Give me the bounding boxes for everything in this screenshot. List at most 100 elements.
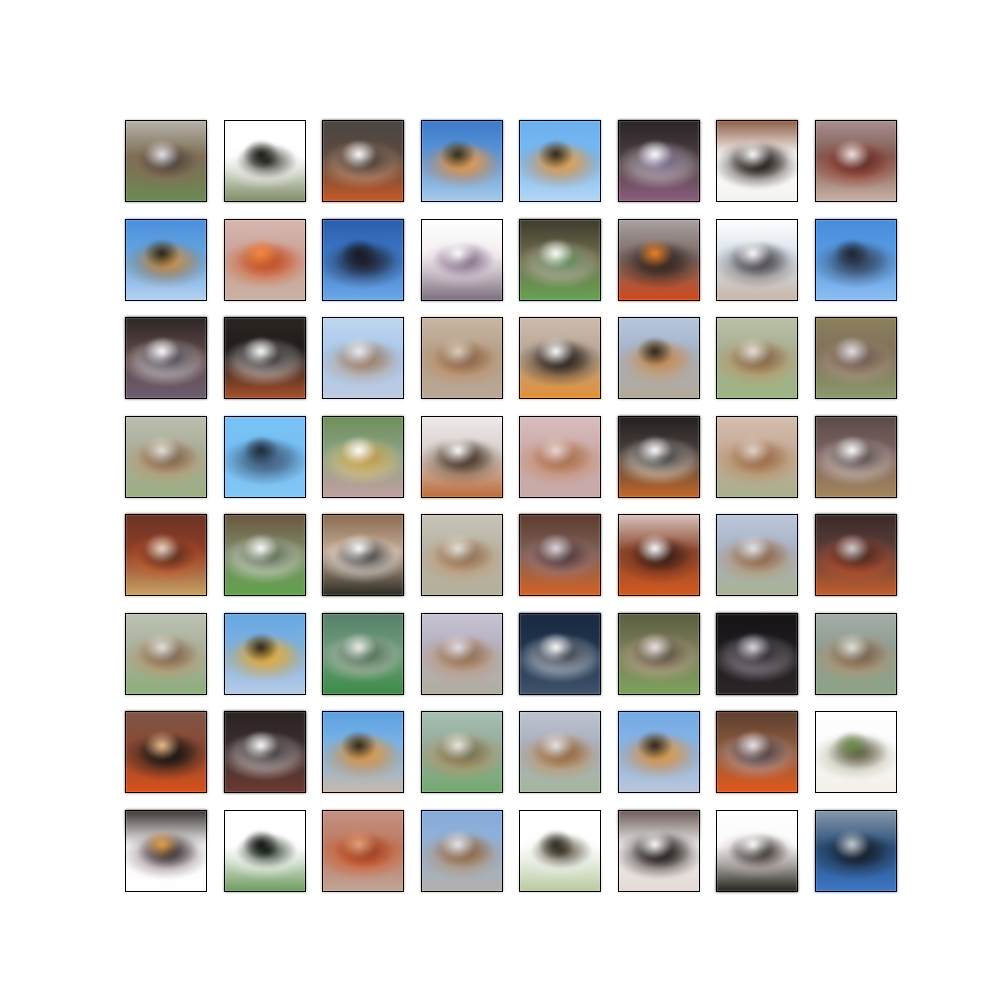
sample-image xyxy=(519,514,601,596)
sample-image xyxy=(421,711,503,793)
sample-image xyxy=(519,810,601,892)
sample-thumbnail-r3-c2 xyxy=(224,317,306,399)
sample-thumbnail-r4-c8 xyxy=(815,416,897,498)
sample-image xyxy=(716,219,798,301)
sample-thumbnail-r5-c7 xyxy=(716,514,798,596)
sample-image xyxy=(716,613,798,695)
sample-image xyxy=(716,514,798,596)
sample-thumbnail-r7-c3 xyxy=(322,711,404,793)
sample-thumbnail-r4-c7 xyxy=(716,416,798,498)
sample-thumbnail-r5-c5 xyxy=(519,514,601,596)
sample-thumbnail-r4-c6 xyxy=(618,416,700,498)
sample-image xyxy=(125,810,207,892)
sample-thumbnail-r8-c8 xyxy=(815,810,897,892)
sample-thumbnail-r3-c3 xyxy=(322,317,404,399)
sample-thumbnail-r8-c4 xyxy=(421,810,503,892)
sample-image xyxy=(322,120,404,202)
sample-image xyxy=(322,810,404,892)
sample-thumbnail-r6-c6 xyxy=(618,613,700,695)
sample-image xyxy=(421,514,503,596)
sample-image xyxy=(322,613,404,695)
sample-image xyxy=(125,416,207,498)
sample-thumbnail-r3-c7 xyxy=(716,317,798,399)
sample-image xyxy=(322,711,404,793)
sample-thumbnail-r6-c8 xyxy=(815,613,897,695)
sample-image xyxy=(224,120,306,202)
sample-image xyxy=(618,120,700,202)
sample-thumbnail-r3-c6 xyxy=(618,317,700,399)
sample-thumbnail-r6-c1 xyxy=(125,613,207,695)
sample-image xyxy=(815,514,897,596)
sample-image xyxy=(421,810,503,892)
sample-thumbnail-r5-c1 xyxy=(125,514,207,596)
sample-thumbnail-r8-c7 xyxy=(716,810,798,892)
sample-thumbnail-r4-c4 xyxy=(421,416,503,498)
sample-thumbnail-r5-c6 xyxy=(618,514,700,596)
sample-image xyxy=(224,711,306,793)
sample-thumbnail-r4-c5 xyxy=(519,416,601,498)
sample-thumbnail-r6-c5 xyxy=(519,613,601,695)
sample-image xyxy=(815,416,897,498)
sample-thumbnail-r1-c5 xyxy=(519,120,601,202)
sample-image xyxy=(125,120,207,202)
sample-image xyxy=(618,810,700,892)
sample-thumbnail-r5-c8 xyxy=(815,514,897,596)
sample-image xyxy=(519,219,601,301)
sample-thumbnail-r7-c4 xyxy=(421,711,503,793)
sample-image xyxy=(815,711,897,793)
sample-image xyxy=(519,120,601,202)
sample-image xyxy=(519,317,601,399)
sample-image xyxy=(224,613,306,695)
sample-thumbnail-r4-c1 xyxy=(125,416,207,498)
sample-thumbnail-r1-c6 xyxy=(618,120,700,202)
sample-image xyxy=(618,219,700,301)
sample-image xyxy=(519,613,601,695)
sample-thumbnail-r6-c4 xyxy=(421,613,503,695)
sample-thumbnail-r1-c1 xyxy=(125,120,207,202)
sample-image xyxy=(618,711,700,793)
sample-thumbnail-r3-c5 xyxy=(519,317,601,399)
sample-image xyxy=(815,219,897,301)
sample-thumbnail-r4-c2 xyxy=(224,416,306,498)
sample-thumbnail-r7-c5 xyxy=(519,711,601,793)
sample-image xyxy=(618,514,700,596)
sample-thumbnail-r5-c3 xyxy=(322,514,404,596)
sample-thumbnail-r2-c6 xyxy=(618,219,700,301)
sample-thumbnail-r1-c4 xyxy=(421,120,503,202)
sample-image xyxy=(224,514,306,596)
sample-image xyxy=(618,317,700,399)
sample-image xyxy=(224,317,306,399)
sample-image xyxy=(815,810,897,892)
sample-image xyxy=(421,416,503,498)
sample-image xyxy=(125,711,207,793)
sample-thumbnail-r7-c7 xyxy=(716,711,798,793)
sample-image xyxy=(519,711,601,793)
sample-image xyxy=(322,416,404,498)
sample-image xyxy=(618,416,700,498)
sample-image xyxy=(125,317,207,399)
sample-thumbnail-r7-c8 xyxy=(815,711,897,793)
sample-thumbnail-r5-c2 xyxy=(224,514,306,596)
sample-image xyxy=(421,120,503,202)
sample-image xyxy=(618,613,700,695)
sample-thumbnail-r2-c7 xyxy=(716,219,798,301)
sample-image xyxy=(322,219,404,301)
sample-thumbnail-r7-c6 xyxy=(618,711,700,793)
sample-image xyxy=(815,120,897,202)
sample-thumbnail-r3-c4 xyxy=(421,317,503,399)
sample-image xyxy=(224,416,306,498)
sample-thumbnail-r1-c7 xyxy=(716,120,798,202)
sample-thumbnail-r6-c7 xyxy=(716,613,798,695)
sample-image xyxy=(716,120,798,202)
sample-thumbnail-r2-c3 xyxy=(322,219,404,301)
sample-image xyxy=(519,416,601,498)
sample-thumbnail-r8-c2 xyxy=(224,810,306,892)
sample-thumbnail-r1-c3 xyxy=(322,120,404,202)
sample-image xyxy=(322,317,404,399)
sample-image xyxy=(815,317,897,399)
sample-thumbnail-r2-c8 xyxy=(815,219,897,301)
sample-thumbnail-r2-c1 xyxy=(125,219,207,301)
sample-image xyxy=(421,613,503,695)
sample-thumbnail-r8-c1 xyxy=(125,810,207,892)
sample-thumbnail-r7-c2 xyxy=(224,711,306,793)
